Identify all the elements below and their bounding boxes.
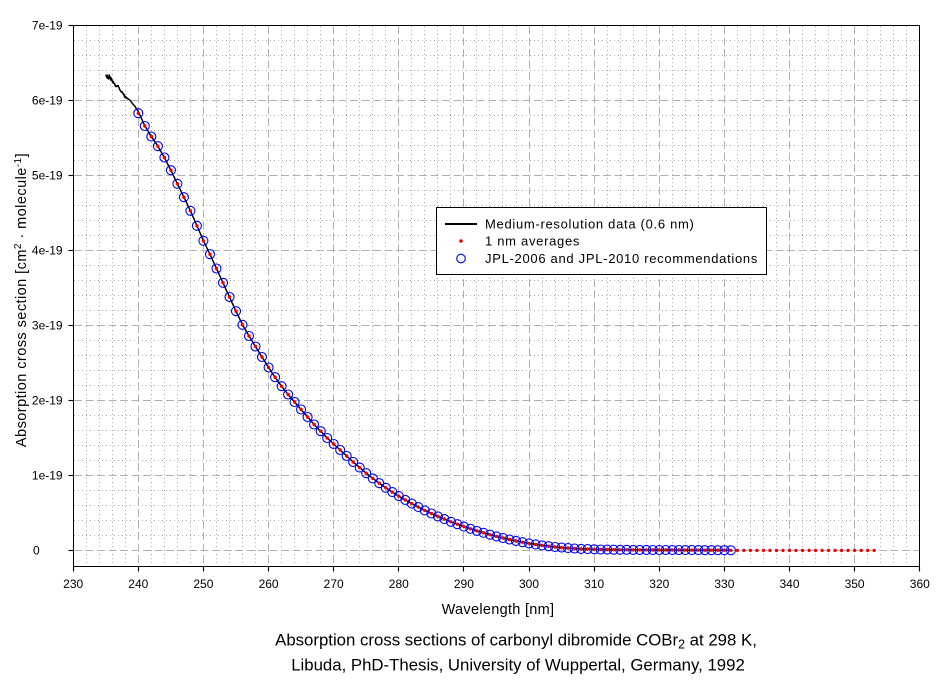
svg-text:Libuda, PhD-Thesis, University: Libuda, PhD-Thesis, University of Wupper… xyxy=(291,656,745,675)
svg-text:360: 360 xyxy=(910,577,930,591)
svg-text:2e-19: 2e-19 xyxy=(32,394,63,408)
svg-text:330: 330 xyxy=(714,577,734,591)
svg-text:3e-19: 3e-19 xyxy=(32,319,63,333)
svg-text:Absorption cross sections of c: Absorption cross sections of carbonyl di… xyxy=(275,631,757,652)
svg-text:4e-19: 4e-19 xyxy=(32,244,63,258)
svg-text:280: 280 xyxy=(389,577,409,591)
svg-text:6e-19: 6e-19 xyxy=(32,94,63,108)
svg-text:310: 310 xyxy=(584,577,604,591)
svg-text:320: 320 xyxy=(649,577,669,591)
svg-text:0: 0 xyxy=(33,544,40,558)
svg-text:250: 250 xyxy=(193,577,213,591)
svg-text:240: 240 xyxy=(128,577,148,591)
svg-text:Wavelength [nm]: Wavelength [nm] xyxy=(442,602,555,618)
svg-text:230: 230 xyxy=(63,577,83,591)
svg-text:290: 290 xyxy=(454,577,474,591)
svg-text:Absorption cross section [cm2: Absorption cross section [cm2 · molecule… xyxy=(13,153,30,447)
svg-text:5e-19: 5e-19 xyxy=(32,169,63,183)
svg-text:Medium-resolution data (0.6 nm: Medium-resolution data (0.6 nm) xyxy=(485,217,695,232)
svg-text:1e-19: 1e-19 xyxy=(32,469,63,483)
svg-text:260: 260 xyxy=(259,577,279,591)
svg-text:1 nm averages: 1 nm averages xyxy=(485,234,580,249)
svg-text:350: 350 xyxy=(845,577,865,591)
svg-text:340: 340 xyxy=(779,577,799,591)
svg-text:JPL-2006 and JPL-2010 recommen: JPL-2006 and JPL-2010 recommendations xyxy=(485,251,758,266)
svg-text:300: 300 xyxy=(519,577,539,591)
svg-text:270: 270 xyxy=(324,577,344,591)
svg-text:7e-19: 7e-19 xyxy=(32,19,63,33)
